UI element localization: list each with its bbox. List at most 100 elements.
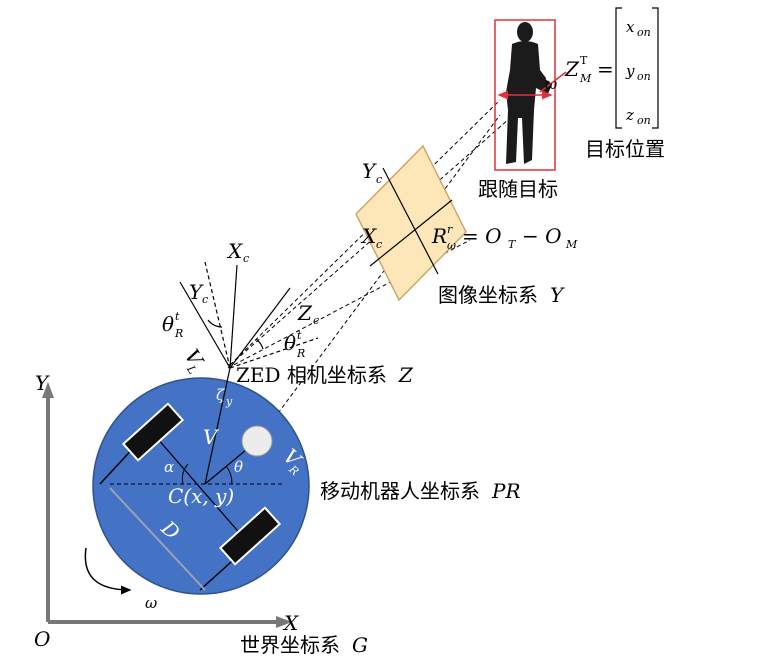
target-position-caption: 目标位置 <box>585 137 665 161</box>
sight-line-robot <box>231 114 501 476</box>
camera-caption-symbol: Z <box>398 363 414 387</box>
image-plane-caption: 图像坐标系 Y <box>438 283 565 307</box>
robot-caption: 移动机器人坐标系 PR <box>320 479 521 503</box>
camera-frame <box>179 261 319 369</box>
svg-text:r: r <box>447 223 453 236</box>
camera-angle-arc-right <box>255 338 264 350</box>
matrix-entry-z: z <box>625 106 634 124</box>
svg-text:on: on <box>637 114 651 127</box>
target-bounding-box <box>494 19 556 171</box>
world-y-arrowhead <box>42 382 54 398</box>
svg-text:c: c <box>376 238 382 251</box>
robot-theta-label: θ <box>234 458 243 476</box>
svg-text:t: t <box>297 329 302 342</box>
svg-text:X: X <box>360 224 377 248</box>
world-frame: Y X O 世界坐标系 G <box>34 371 368 657</box>
svg-text:on: on <box>637 26 651 39</box>
alpha-arc <box>181 463 189 485</box>
target-omega-label: ω <box>545 75 557 93</box>
image-plane-xc-label: X c <box>360 224 382 251</box>
svg-text:ζ: ζ <box>216 386 225 404</box>
world-caption: 世界坐标系 G <box>240 633 368 657</box>
svg-text:t: t <box>175 310 180 323</box>
robot-caption-text: 移动机器人坐标系 <box>320 479 480 503</box>
world-caption-symbol: G <box>352 633 368 657</box>
svg-text:X: X <box>226 239 243 263</box>
omega-arrow <box>84 547 132 595</box>
robot-zeta-label: ζ y <box>216 386 233 408</box>
matrix-entry-y: y <box>625 62 635 80</box>
svg-text:y: y <box>225 395 233 408</box>
svg-text:R: R <box>431 224 447 248</box>
target: ω Z T M = x on y on z on 目标位置 跟随目标 <box>478 7 665 201</box>
camera-theta-right-label: θ t R <box>284 329 305 360</box>
svg-text:c: c <box>202 293 208 306</box>
matrix-entry-x: x <box>626 18 635 36</box>
camera-axis-xc <box>229 264 238 369</box>
svg-text:Y: Y <box>362 159 377 183</box>
world-y-label: Y <box>35 371 50 395</box>
left-wheel <box>121 402 185 462</box>
camera-xc-label: X c <box>226 239 249 265</box>
robot-heading-line <box>204 367 231 485</box>
target-caption: 跟随目标 <box>478 177 558 201</box>
svg-text:R: R <box>296 347 305 360</box>
robot-omega-label: ω <box>145 594 157 612</box>
target-position-equation: Z T M = x on y on z on <box>564 7 659 129</box>
person-silhouette <box>506 22 552 164</box>
camera-theta-left-label: θ t R <box>162 310 183 340</box>
svg-text:Z: Z <box>564 57 580 81</box>
image-plane-equation: R r ω = O T − O M <box>431 223 578 252</box>
svg-text:=: = <box>597 57 614 81</box>
robot-diameter-line <box>109 487 206 591</box>
svg-text:c: c <box>313 314 319 327</box>
robot-caption-symbol: PR <box>491 479 521 503</box>
camera-axis-zc-dashed <box>229 337 319 369</box>
svg-text:Z: Z <box>297 301 313 325</box>
svg-text:θ: θ <box>284 331 296 355</box>
caster-wheel <box>241 425 273 457</box>
svg-text:ω: ω <box>447 239 456 252</box>
svg-text:on: on <box>637 70 651 83</box>
image-plane-axis-v <box>382 167 439 275</box>
svg-text:M: M <box>579 72 592 85</box>
camera-axis-yc-dashed <box>204 261 231 369</box>
robot-alpha-label: α <box>164 458 174 476</box>
world-x-label: X <box>282 611 299 635</box>
world-x-arrowhead <box>276 616 292 628</box>
image-plane-caption-text: 图像坐标系 <box>438 283 538 307</box>
world-caption-text: 世界坐标系 <box>240 633 340 657</box>
svg-text:= O: = O <box>462 224 502 248</box>
robot-center-label: C(x, y) <box>168 484 234 508</box>
svg-text:− O: − O <box>522 224 562 248</box>
camera-axis-left-solid <box>179 281 231 369</box>
svg-text:c: c <box>243 252 249 265</box>
camera-angle-arc-left <box>207 319 223 328</box>
right-wheel <box>218 506 282 566</box>
svg-text:T: T <box>508 238 517 251</box>
svg-text:T: T <box>580 54 588 67</box>
robot: ω α θ C(x, y) D V V R V L ζ y 移动机器人坐标系 P… <box>84 345 521 612</box>
svg-text:M: M <box>565 238 578 251</box>
robot-VL-label: V L <box>180 345 209 377</box>
svg-text:c: c <box>376 173 382 186</box>
world-origin-label: O <box>34 627 50 651</box>
image-plane-yc-label: Y c <box>362 159 382 186</box>
theta-arc <box>225 465 233 485</box>
image-plane-axis-h <box>369 199 453 267</box>
sight-line-lower <box>229 117 511 366</box>
svg-text:R: R <box>174 327 183 340</box>
sight-line-zc <box>227 239 471 369</box>
image-plane-caption-symbol: Y <box>550 283 565 307</box>
svg-text:θ: θ <box>162 312 174 336</box>
camera-caption-text: ZED 相机坐标系 <box>236 363 387 387</box>
robot-V-label: V <box>203 425 220 449</box>
camera-labels: X c Y c Z c θ t R θ t R ZED 相机坐标系 Z <box>162 239 414 387</box>
target-direction-line <box>539 71 567 93</box>
camera-caption: ZED 相机坐标系 Z <box>236 363 414 387</box>
svg-text:Y: Y <box>189 280 204 304</box>
matrix-right-bracket <box>652 7 659 129</box>
camera-zc-label: Z c <box>297 301 319 327</box>
image-plane: Y c X c R r ω = O T − O M 图像坐标系 Y <box>355 144 578 307</box>
